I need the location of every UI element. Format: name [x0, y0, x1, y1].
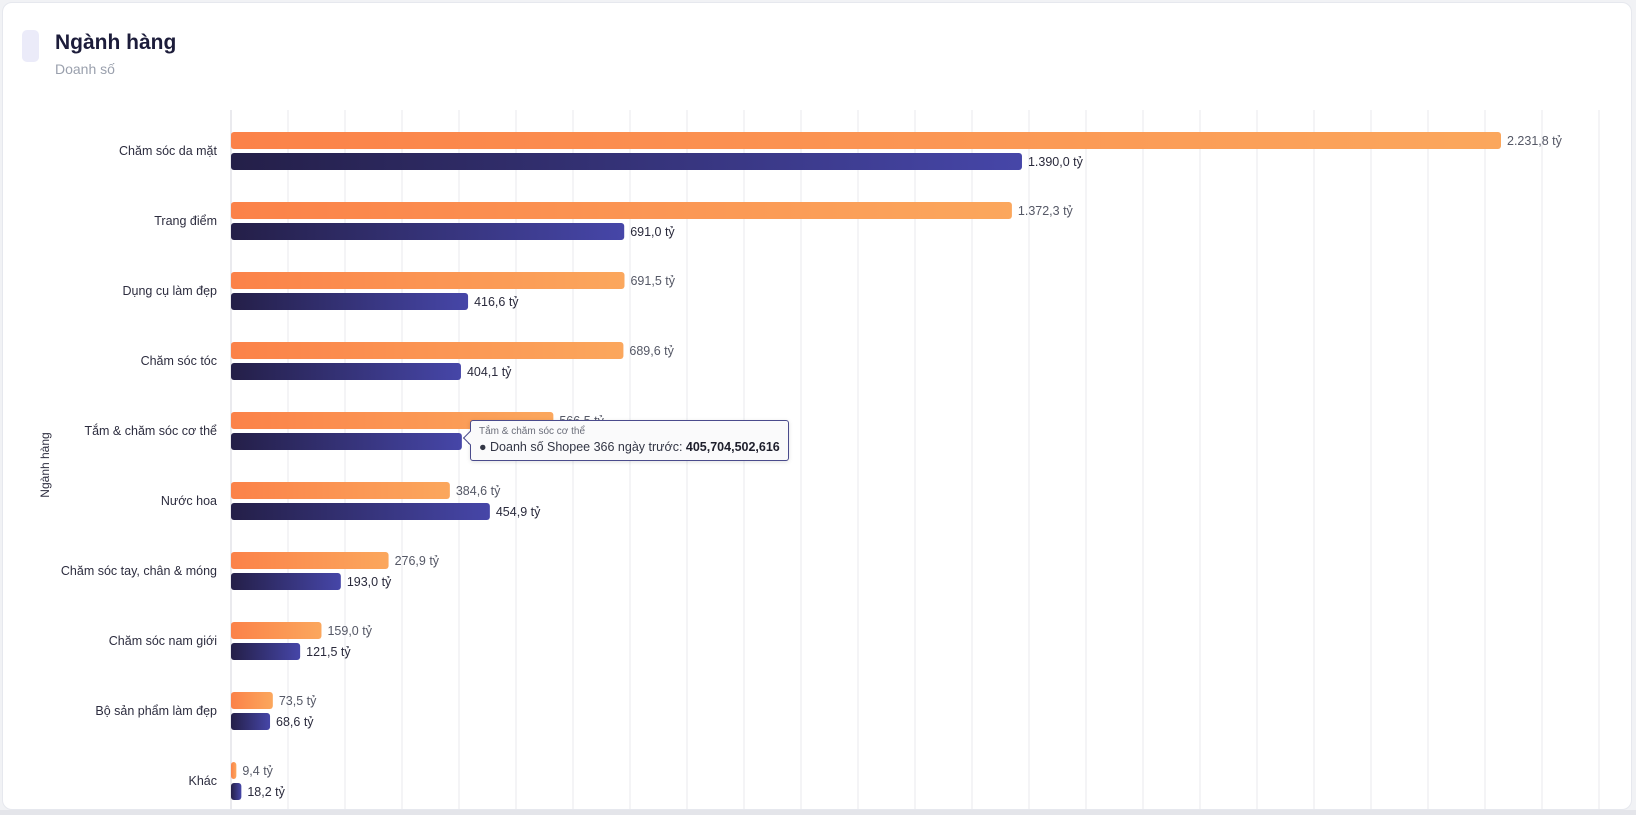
title-marker: [22, 30, 39, 62]
bar-current[interactable]: [231, 342, 624, 359]
bar-current[interactable]: [231, 132, 1501, 149]
category-label: Trang điểm: [154, 214, 217, 228]
category-label: Chăm sóc tóc: [141, 354, 217, 368]
data-label: 2.231,8 tỷ: [1507, 134, 1563, 148]
bar-previous[interactable]: [231, 713, 271, 730]
data-label: 1.372,3 tỷ: [1018, 204, 1074, 218]
data-label: 691,0 tỷ: [630, 225, 675, 239]
tooltip-bullet: ●: [479, 440, 491, 454]
data-label: 193,0 tỷ: [347, 575, 392, 589]
bar-previous[interactable]: [231, 433, 462, 450]
tooltip-series-label: Doanh số Shopee 366 ngày trước:: [490, 440, 683, 454]
chart-tooltip: Tắm & chăm sóc cơ thể ● Doanh số Shopee …: [470, 420, 789, 461]
data-label: 18,2 tỷ: [247, 785, 285, 799]
bar-current[interactable]: [231, 202, 1012, 219]
data-label: 404,1 tỷ: [467, 365, 512, 379]
category-label: Tắm & chăm sóc cơ thể: [84, 423, 217, 438]
data-label: 159,0 tỷ: [327, 624, 372, 638]
category-label: Bộ sản phẩm làm đẹp: [95, 704, 217, 718]
data-label: 691,5 tỷ: [630, 274, 675, 288]
bar-current[interactable]: [231, 552, 389, 569]
data-label: 68,6 tỷ: [276, 715, 314, 729]
bars: 2.231,8 tỷ 1.390,0 tỷ 1.372,3 tỷ 691,0 tỷ 69…: [231, 132, 1563, 800]
category-label: Chăm sóc da mặt: [119, 144, 217, 158]
bottom-scroll-strip: [0, 810, 1636, 815]
category-label: Nước hoa: [161, 494, 217, 508]
data-label: 73,5 tỷ: [279, 694, 317, 708]
bar-previous[interactable]: [231, 573, 341, 590]
data-label: 384,6 tỷ: [456, 484, 501, 498]
card-title: Ngành hàng: [55, 31, 177, 54]
bar-current[interactable]: [231, 272, 625, 289]
tooltip-row: ● Doanh số Shopee 366 ngày trước: 405,70…: [479, 440, 780, 454]
bar-previous[interactable]: [231, 293, 469, 310]
bar-previous[interactable]: [231, 643, 301, 660]
bar-previous[interactable]: [231, 153, 1022, 170]
data-label: 9,4 tỷ: [242, 764, 273, 778]
category-label: Khác: [189, 774, 218, 788]
bar-chart: Chăm sóc da mặt Trang điểm Dụng cụ làm đẹp…: [61, 110, 1600, 809]
category-label: Chăm sóc tay, chân & móng: [61, 564, 217, 578]
tooltip-value: 405,704,502,616: [685, 440, 780, 454]
category-label: Chăm sóc nam giới: [109, 634, 217, 648]
data-label: 1.390,0 tỷ: [1028, 155, 1084, 169]
data-label: 276,9 tỷ: [395, 554, 440, 568]
bar-current[interactable]: [231, 622, 322, 639]
bar-previous[interactable]: [231, 363, 461, 380]
bar-current[interactable]: [231, 482, 450, 499]
tooltip-category: Tắm & chăm sóc cơ thể: [479, 426, 586, 437]
bar-previous[interactable]: [231, 503, 490, 520]
bar-current[interactable]: [231, 692, 273, 709]
bar-current[interactable]: [231, 762, 237, 779]
data-label: 689,6 tỷ: [629, 344, 674, 358]
data-label: 416,6 tỷ: [474, 295, 519, 309]
bar-previous[interactable]: [231, 223, 625, 240]
data-label: 454,9 tỷ: [496, 505, 541, 519]
category-label: Dụng cụ làm đẹp: [122, 284, 217, 298]
data-label: 121,5 tỷ: [306, 645, 351, 659]
category-labels: Chăm sóc da mặt Trang điểm Dụng cụ làm đẹp…: [61, 144, 218, 788]
card-subtitle: Doanh số: [55, 61, 115, 77]
bar-previous[interactable]: [231, 783, 242, 800]
